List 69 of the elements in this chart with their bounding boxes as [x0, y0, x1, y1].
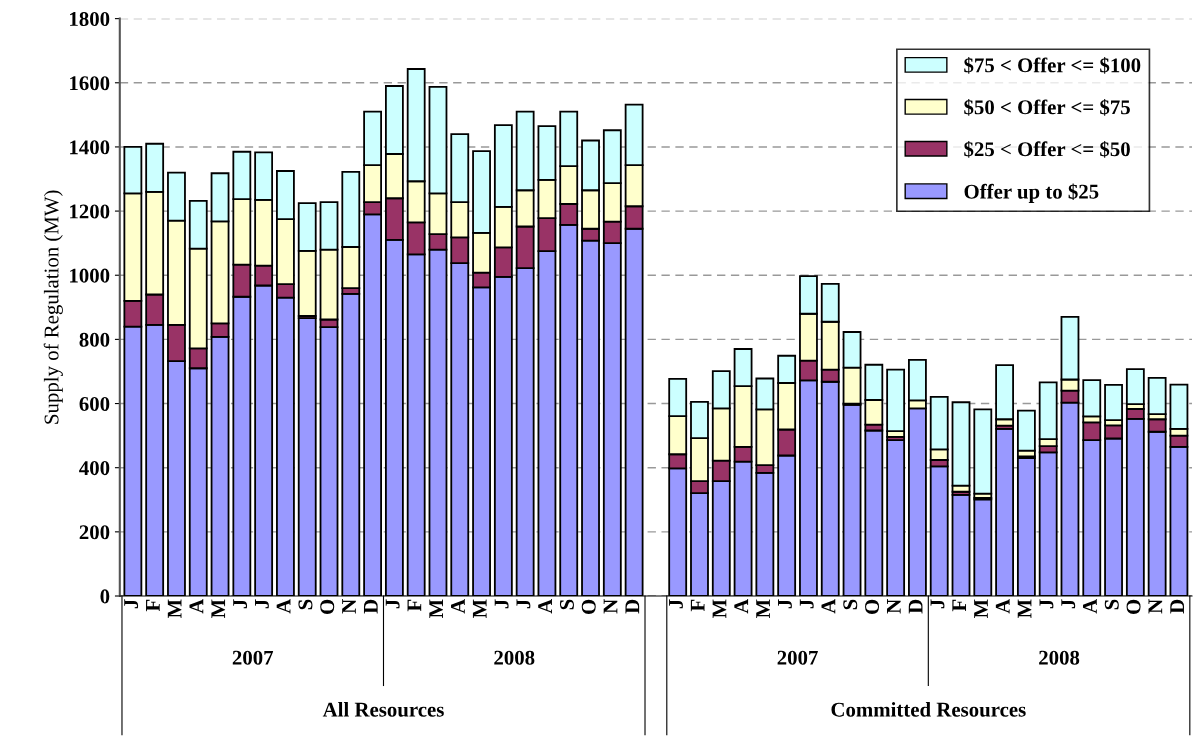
x-tick-label: M	[429, 599, 443, 619]
x-tick-label: S	[843, 599, 858, 610]
x-tick-label: F	[952, 599, 967, 612]
x-tick-label: M	[211, 599, 226, 619]
x-tick-label: D	[1170, 599, 1184, 614]
x-tick-label: A	[1083, 598, 1097, 614]
x-tick-label: N	[1148, 599, 1163, 614]
y-axis-title: Supply of Regulation (MW)	[43, 190, 63, 424]
x-tick-label: N	[342, 599, 356, 614]
x-tick-label: J	[778, 599, 792, 609]
y-tick-label: 1600	[70, 76, 110, 91]
x-tick-label: A	[821, 598, 836, 614]
x-tick-label: D	[908, 599, 923, 614]
x-tick-label: J	[930, 599, 945, 609]
y-tick-label: 1800	[70, 12, 110, 27]
x-tick-label: M	[974, 599, 988, 619]
x-tick-label: J	[1039, 599, 1054, 609]
x-tick-label: D	[625, 599, 640, 614]
text: 2007	[232, 650, 274, 665]
legend-label: $75 < Offer <= $100	[964, 57, 1141, 74]
x-tick-label: F	[407, 599, 422, 612]
y-tick-label: 600	[79, 396, 110, 411]
x-tick-label: M	[167, 599, 182, 619]
x-tick-label: A	[538, 598, 552, 614]
x-tick-label: J	[255, 599, 269, 609]
x-tick-label: A	[734, 598, 749, 614]
x-tick-label: S	[1104, 599, 1119, 610]
x-tick-label: J	[669, 599, 683, 609]
x-tick-label: F	[690, 599, 705, 612]
x-tick-label: A	[995, 598, 1010, 614]
legend-label: Offer up to $25	[964, 183, 1099, 203]
text: 2008	[1039, 650, 1080, 665]
text: 2008	[494, 650, 535, 665]
y-tick-label: 800	[79, 332, 110, 347]
legend-label: $50 < Offer <= $75	[964, 99, 1130, 116]
y-tick-label: 1400	[70, 140, 110, 155]
y-tick-label: 1200	[70, 204, 110, 219]
x-tick-label: J	[124, 599, 139, 609]
x-tick-label: J	[799, 599, 814, 609]
y-tick-label: 0	[100, 589, 110, 604]
text: 2007	[777, 650, 818, 665]
x-tick-label: J	[494, 599, 509, 609]
legend-label: $25 < Offer <= $50	[964, 140, 1130, 158]
x-tick-label: S	[559, 599, 574, 610]
x-tick-label: O	[581, 599, 596, 614]
y-tick-label: 200	[79, 525, 110, 540]
x-tick-label: J	[516, 599, 531, 609]
y-tick-label: 1000	[70, 268, 110, 283]
x-tick-label: S	[298, 599, 313, 610]
x-tick-label: N	[603, 599, 618, 614]
text: Committed Resources	[831, 702, 1026, 717]
x-tick-label: D	[363, 599, 378, 614]
x-tick-label: A	[189, 598, 204, 614]
x-tick-label: A	[276, 598, 291, 614]
text: All Resources	[322, 702, 444, 717]
x-tick-label: A	[451, 598, 465, 614]
x-tick-label: F	[146, 599, 160, 612]
x-tick-label: J	[385, 599, 400, 609]
x-tick-label: M	[1017, 599, 1032, 619]
x-tick-label: N	[886, 599, 901, 614]
y-tick-label: 400	[79, 461, 110, 476]
x-tick-label: O	[320, 599, 335, 614]
x-tick-label: J	[1061, 599, 1076, 609]
x-tick-label: J	[233, 599, 248, 609]
x-tick-label: M	[472, 599, 487, 619]
x-tick-label: O	[865, 599, 880, 614]
x-tick-label: M	[756, 599, 770, 619]
x-tick-label: O	[1126, 599, 1141, 614]
x-tick-label: M	[712, 599, 727, 619]
